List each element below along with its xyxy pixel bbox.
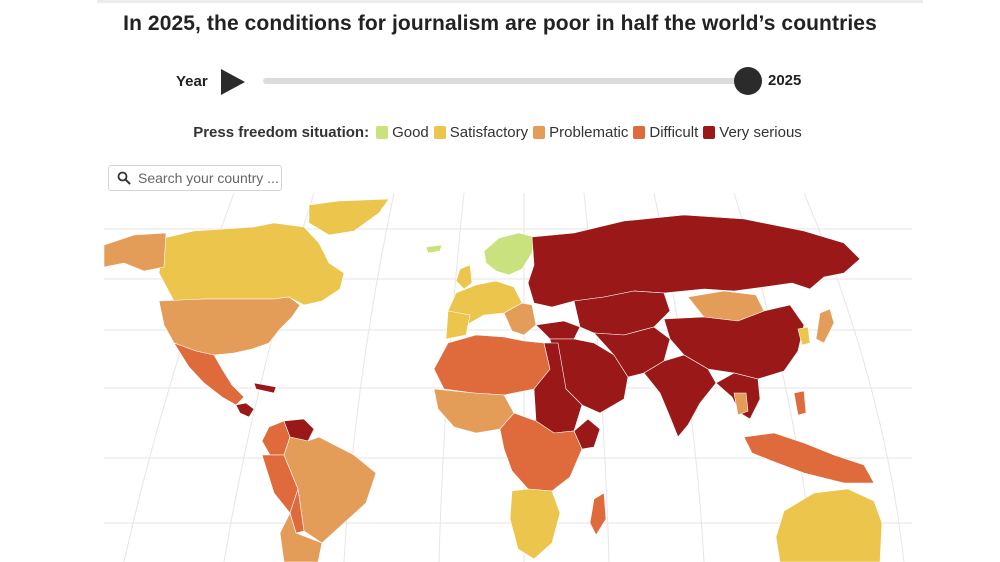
- region-russia[interactable]: [527, 214, 861, 308]
- region-japan[interactable]: [815, 308, 835, 344]
- region-indonesia[interactable]: [743, 432, 875, 484]
- world-map-svg[interactable]: [104, 193, 912, 562]
- year-slider: Year 2025: [174, 64, 814, 100]
- region-greenland[interactable]: [308, 198, 390, 236]
- region-philippines[interactable]: [793, 390, 807, 416]
- region-india[interactable]: [643, 354, 717, 438]
- region-southern-cone[interactable]: [279, 512, 323, 562]
- region-thailand[interactable]: [733, 392, 749, 416]
- slider-handle[interactable]: [734, 67, 762, 95]
- region-madagascar[interactable]: [589, 492, 607, 536]
- slider-track[interactable]: [263, 78, 747, 84]
- legend-swatch-difficult: [633, 126, 646, 139]
- region-east-africa[interactable]: [573, 418, 601, 450]
- legend-label-problematic: Problematic: [549, 124, 629, 141]
- legend-swatch-good: [376, 126, 389, 139]
- region-turkey[interactable]: [535, 320, 581, 340]
- region-uk[interactable]: [455, 264, 473, 290]
- play-icon: [221, 69, 245, 95]
- region-korea[interactable]: [797, 326, 811, 346]
- region-kazakhstan-central-asia[interactable]: [573, 290, 671, 336]
- legend-swatch-very-serious: [703, 126, 716, 139]
- region-central-america[interactable]: [235, 402, 255, 418]
- region-canada[interactable]: [158, 222, 345, 306]
- top-rule: [97, 0, 923, 3]
- page-title: In 2025, the conditions for journalism a…: [123, 12, 877, 35]
- legend-label-good: Good: [392, 124, 429, 141]
- region-north-africa[interactable]: [433, 334, 551, 396]
- region-nordics[interactable]: [483, 232, 535, 276]
- region-iberia[interactable]: [445, 310, 471, 340]
- play-button[interactable]: [220, 68, 246, 96]
- legend-swatch-problematic: [533, 126, 546, 139]
- world-map[interactable]: [104, 193, 912, 562]
- search-icon: [117, 171, 131, 185]
- year-label: Year: [176, 73, 208, 90]
- region-mexico[interactable]: [173, 342, 245, 406]
- legend-item-difficult: Difficult: [633, 124, 698, 141]
- legend-swatch-satisfactory: [433, 126, 446, 139]
- legend-title: Press freedom situation:: [193, 124, 370, 141]
- legend-label-difficult: Difficult: [649, 124, 699, 141]
- region-iceland[interactable]: [425, 244, 443, 254]
- region-southern-africa[interactable]: [509, 488, 561, 560]
- legend-item-very-serious: Very serious: [703, 124, 802, 141]
- legend-label-satisfactory: Satisfactory: [449, 124, 529, 141]
- region-venezuela[interactable]: [283, 418, 315, 442]
- region-cuba[interactable]: [253, 382, 277, 394]
- region-central-africa[interactable]: [499, 412, 583, 492]
- legend-item-problematic: Problematic: [533, 124, 628, 141]
- country-search[interactable]: [108, 165, 282, 191]
- search-input[interactable]: [138, 170, 278, 186]
- legend-item-good: Good: [376, 124, 429, 141]
- legend: Press freedom situation: Good Satisfacto…: [0, 124, 1000, 141]
- legend-label-very-serious: Very serious: [719, 124, 802, 141]
- region-alaska[interactable]: [104, 232, 167, 272]
- legend-item-satisfactory: Satisfactory: [433, 124, 529, 141]
- region-australia[interactable]: [775, 488, 883, 562]
- slider-value: 2025: [768, 72, 802, 89]
- region-brazil[interactable]: [283, 436, 377, 544]
